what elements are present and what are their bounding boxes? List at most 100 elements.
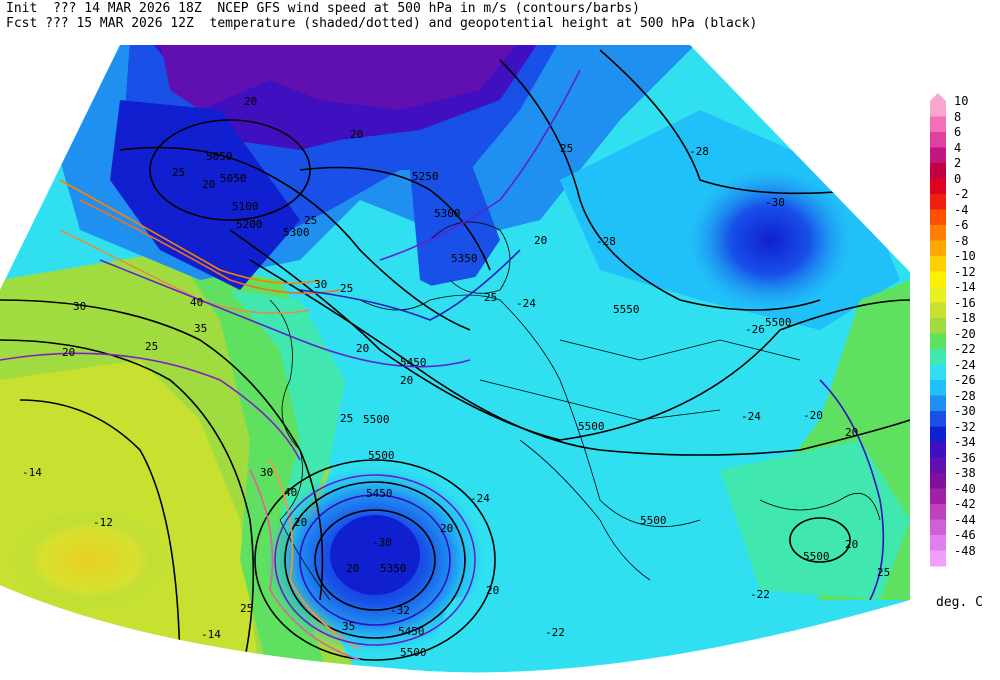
legend-label: -44 [954,512,976,527]
wind-label: 40 [284,486,297,499]
legend-arrow-top [930,93,946,101]
height-label: 5500 [400,646,427,659]
legend-swatch [930,178,946,195]
legend-swatch [930,240,946,257]
legend-label: -34 [954,435,976,449]
legend-swatch [930,271,946,288]
legend-label: -48 [954,543,976,558]
wind-contours [0,69,885,661]
height-label: 5300 [434,207,461,220]
wind-label: 20 [202,178,215,191]
legend-swatch [930,395,946,412]
temp-label: -22 [545,626,565,639]
height-label: 5500 [368,449,395,462]
temp-label: -26 [745,323,765,336]
legend-swatch [930,473,946,489]
temp-label: -28 [689,145,709,158]
legend-label: 0 [954,171,962,186]
temp-label: -24 [741,410,761,423]
height-label: 5350 [380,562,407,575]
legend-label: -12 [954,264,976,279]
legend-swatch [930,488,946,505]
wind-label: 20 [845,538,858,551]
legend-swatch [930,116,946,133]
legend-swatch [930,550,946,567]
wind-label: 20 [62,346,75,359]
legend-swatch [930,147,946,164]
legend-swatch [930,504,946,520]
legend-swatch [930,302,946,319]
legend-label: -30 [954,404,976,418]
wind-label: 30 [73,300,86,313]
legend-label: -16 [954,295,976,310]
legend-swatch [930,132,946,148]
height-label: 5200 [236,218,263,231]
legend-label: -20 [954,326,976,341]
temp-label: -28 [596,235,616,248]
temperature-shading [0,45,910,673]
height-label: 5500 [363,413,390,426]
legend-label: -10 [954,249,976,263]
legend-label: -24 [954,357,976,372]
weather-map: 5050 5050 5100 5200 5300 5250 5300 5350 … [0,45,910,673]
wind-label: 20 [534,234,547,247]
height-label: 5550 [613,303,640,316]
legend-swatch [930,426,946,443]
temp-label: -30 [765,196,785,209]
height-label: 5300 [283,226,310,239]
temperature-legend: 10 8 6 4 2 0 -2 -4 -6 -8 -10 -12 -14 -16 -18 -20 -22 -24-… [930,93,1000,583]
temp-label: -14 [22,466,42,479]
wind-label: 20 [400,374,413,387]
wind-label: 25 [560,142,573,155]
legend-swatch [930,163,946,179]
legend-label: 10 [954,94,969,108]
wind-label: 20 [356,342,369,355]
init-time-header: Init ??? 14 MAR 2026 18Z NCEP GFS wind s… [6,1,640,16]
legend-label: -38 [954,466,976,480]
legend-swatch [930,101,946,117]
wind-label: 20 [845,426,858,439]
wind-label: 25 [240,602,253,615]
wind-label: 30 [314,278,327,291]
legend-units: deg. C [936,595,983,610]
wind-label: 25 [340,412,353,425]
legend-label: 8 [954,109,962,124]
height-contours [0,49,910,673]
legend-swatch [930,519,946,536]
wind-label: 20 [440,522,453,535]
height-label: 5100 [232,200,259,213]
height-label: 5450 [366,487,393,500]
height-label: 5450 [400,356,427,369]
legend-swatch [930,194,946,210]
wind-label: 20 [346,562,359,575]
legend-swatch [930,287,946,303]
temp-label: -24 [470,492,490,505]
legend-label: 6 [954,125,962,139]
height-label: 5500 [765,316,792,329]
wind-label: 25 [484,291,497,304]
temp-label: -14 [201,628,221,641]
wind-label: 25 [340,282,353,295]
legend-swatch [930,256,946,272]
legend-label: 2 [954,156,962,170]
height-label: 5350 [451,252,478,265]
forecast-time-header: Fcst ??? 15 MAR 2026 12Z temperature (sh… [6,16,758,31]
map-labels: 5050 5050 5100 5200 5300 5250 5300 5350 … [22,95,890,659]
legend-label: 4 [954,140,962,155]
legend-swatch [930,442,946,458]
height-label: 5500 [803,550,830,563]
legend-label: -14 [954,280,976,294]
height-label: 5250 [412,170,439,183]
temp-label: -22 [750,588,770,601]
legend-label: -22 [954,342,976,356]
legend-label: -18 [954,311,976,325]
height-label: 5500 [640,514,667,527]
legend-label: -8 [954,233,969,248]
legend-label: -2 [954,187,969,201]
height-label: 5450 [398,625,425,638]
temp-label: -32 [390,604,410,617]
legend-swatch [930,209,946,226]
legend-label: -4 [954,202,969,217]
wind-label: 25 [877,566,890,579]
legend-swatch [930,225,946,241]
